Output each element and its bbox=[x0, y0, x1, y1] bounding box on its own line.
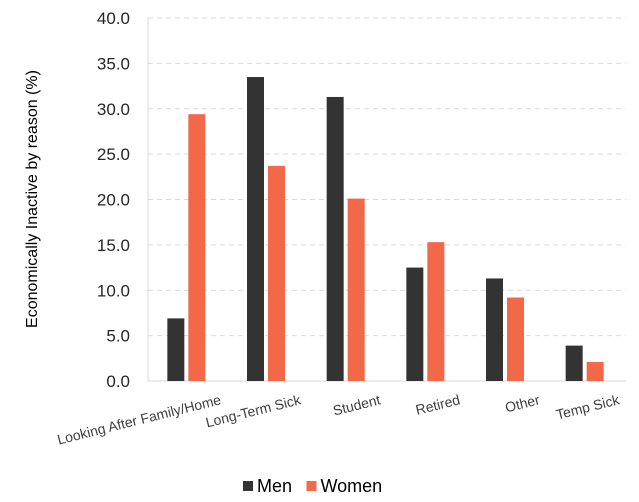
bar-women bbox=[427, 242, 445, 381]
y-tick-label: 0.0 bbox=[106, 372, 130, 391]
legend-label-men: Men bbox=[257, 476, 292, 496]
y-tick-label: 20.0 bbox=[97, 191, 130, 210]
gridlines bbox=[148, 17, 626, 337]
bar-women bbox=[188, 114, 206, 381]
legend-label-women: Women bbox=[321, 476, 383, 496]
bar-men bbox=[167, 318, 185, 381]
y-tick-label: 40.0 bbox=[97, 9, 130, 28]
y-tick-label: 35.0 bbox=[97, 54, 130, 73]
axes bbox=[147, 18, 626, 382]
bars bbox=[167, 76, 604, 382]
bar-men bbox=[486, 278, 503, 381]
y-axis-title: Economically Inactive by reason (%) bbox=[24, 70, 41, 328]
bar-men bbox=[247, 76, 264, 382]
x-category-label: Temp Sick bbox=[554, 391, 621, 422]
legend-swatch-men bbox=[243, 481, 253, 491]
y-tick-label: 5.0 bbox=[106, 327, 130, 346]
bar-men bbox=[406, 267, 424, 381]
bar-women bbox=[507, 297, 524, 381]
y-tick-label: 30.0 bbox=[97, 100, 130, 119]
x-category-label: Student bbox=[331, 391, 382, 418]
x-category-label: Retired bbox=[414, 391, 462, 417]
bar-men bbox=[326, 96, 344, 381]
bar-women bbox=[347, 198, 365, 381]
legend-swatch-women bbox=[306, 481, 317, 491]
x-category-label: Other bbox=[503, 391, 541, 415]
x-category-label: Looking After Family/Home bbox=[56, 391, 223, 447]
y-tick-label: 25.0 bbox=[97, 145, 130, 164]
y-tick-label: 10.0 bbox=[97, 281, 130, 300]
y-tick-labels: 0.0 5.0 10.0 15.0 20.0 25.0 30.0 35.0 40.0 bbox=[97, 9, 130, 391]
bar-men bbox=[565, 345, 583, 381]
y-tick-label: 15.0 bbox=[97, 236, 130, 255]
bar-women bbox=[268, 165, 285, 381]
legend: Men Women bbox=[243, 476, 382, 496]
bar-women bbox=[586, 361, 604, 381]
